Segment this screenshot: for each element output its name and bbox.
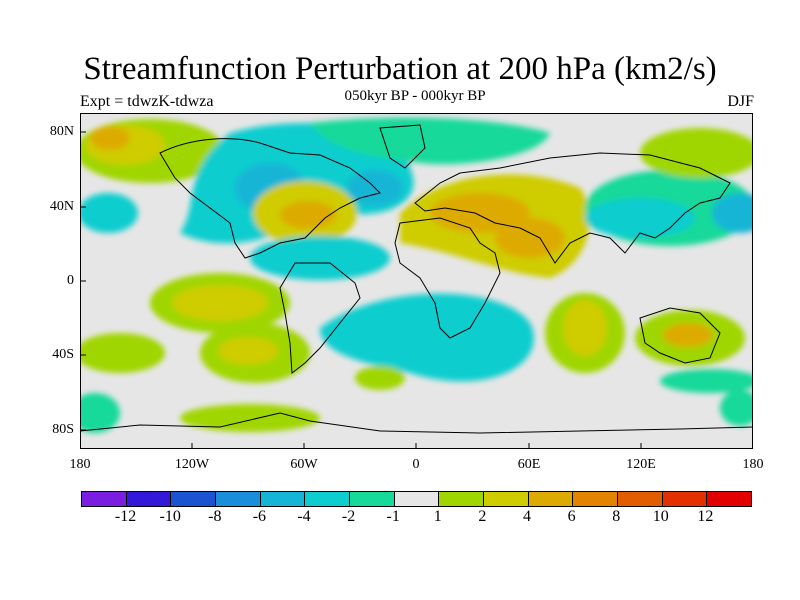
colorbar-label: 1 (433, 508, 442, 525)
colorbar (81, 491, 752, 507)
x-tick-60w: 60W (290, 457, 318, 472)
x-tick-180w: 180 (69, 457, 91, 472)
x-tick-180e: 180 (742, 457, 764, 472)
x-tick-120e: 120E (626, 457, 656, 472)
y-tick-40n: 40N (49, 199, 74, 214)
colorbar-swatch (573, 492, 619, 506)
colorbar-label: 4 (523, 508, 531, 525)
colorbar-swatch (171, 492, 217, 506)
season-label: DJF (727, 93, 754, 110)
chart-title: Streamfunction Perturbation at 200 hPa (… (83, 51, 717, 87)
colorbar-label: 8 (612, 508, 621, 525)
colorbar-swatch (528, 492, 574, 506)
colorbar-swatch (216, 492, 261, 506)
y-tick-80s: 80S (52, 422, 74, 437)
colorbar-swatch (439, 492, 485, 506)
colorbar-label: -8 (208, 508, 222, 525)
colorbar-label: -10 (159, 508, 181, 525)
colorbar-swatch (662, 492, 708, 506)
field-shading (80, 117, 753, 433)
map-panel (80, 113, 753, 449)
colorbar-label: 2 (478, 508, 487, 525)
colorbar-swatch (82, 492, 127, 506)
colorbar-label: -2 (341, 508, 356, 525)
colorbar-swatch (126, 492, 172, 506)
colorbar-swatch (484, 492, 529, 506)
colorbar-label: 6 (567, 508, 576, 525)
colorbar-label: -12 (114, 508, 137, 525)
x-tick-60e: 60E (517, 457, 541, 472)
colorbar-label: 12 (697, 508, 714, 525)
coastlines (80, 124, 753, 434)
colorbar-swatch (350, 492, 395, 506)
x-tick-120w: 120W (174, 457, 210, 472)
colorbar-label: -4 (297, 508, 311, 525)
colorbar-swatch (707, 492, 752, 506)
y-tick-40s: 40S (52, 347, 74, 362)
colorbar-swatch (618, 492, 663, 506)
colorbar-swatch (260, 492, 306, 506)
x-tick-0: 0 (412, 457, 420, 472)
colorbar-label: 10 (652, 508, 669, 525)
experiment-label: Expt = tdwzK-tdwza (80, 93, 214, 110)
y-tick-0: 0 (67, 273, 74, 288)
colorbar-swatch (305, 492, 351, 506)
colorbar-label: -6 (252, 508, 267, 525)
colorbar-swatch (394, 492, 440, 506)
axis-ticks (80, 131, 642, 449)
colorbar-label: -1 (386, 508, 400, 525)
period-label: 050kyr BP - 000kyr BP (344, 88, 486, 104)
y-tick-80n: 80N (49, 124, 74, 139)
